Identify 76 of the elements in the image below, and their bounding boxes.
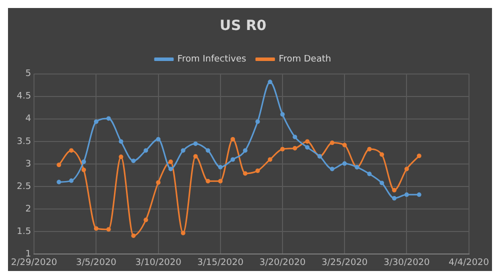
point: [305, 139, 310, 144]
point: [330, 166, 334, 172]
point: [367, 172, 372, 176]
point: [268, 157, 272, 162]
point: [255, 168, 260, 174]
point: [193, 141, 198, 146]
point: [342, 161, 347, 166]
point: [156, 180, 161, 185]
point: [305, 145, 310, 150]
point: [404, 192, 409, 197]
point: [131, 233, 136, 238]
point: [82, 168, 86, 172]
point: [94, 226, 98, 231]
y-tick-label: 3: [25, 159, 32, 170]
point: [69, 178, 74, 183]
y-tick-label: 3.5: [16, 136, 32, 147]
x-tick-label: 4/4/2020: [448, 258, 490, 268]
point: [404, 166, 409, 172]
point: [193, 154, 198, 159]
point: [392, 196, 397, 201]
y-tick-label: 1: [25, 250, 32, 260]
y-tick-label: 4.5: [16, 92, 32, 102]
legend-label: From Infectives: [177, 54, 246, 65]
point: [242, 171, 248, 176]
point: [118, 139, 124, 144]
point: [144, 148, 148, 153]
y-tick-label: 4: [25, 114, 32, 124]
x-tick-label: 3/20/2020: [259, 258, 306, 268]
point: [144, 218, 148, 222]
point: [292, 146, 298, 150]
x-tick-label: 3/25/2020: [322, 258, 368, 268]
point: [206, 148, 210, 153]
point: [367, 146, 372, 152]
point: [218, 178, 223, 184]
point: [380, 152, 384, 157]
point: [280, 146, 285, 152]
point: [82, 159, 86, 164]
point: [280, 112, 285, 117]
x-tick-label: 3/5/2020: [76, 258, 117, 268]
x-tick-label: 3/10/2020: [135, 258, 182, 268]
point: [342, 142, 347, 148]
point: [168, 166, 173, 172]
legend-label: From Death: [278, 54, 332, 65]
chart-title: US R0: [220, 18, 267, 34]
point: [292, 134, 298, 140]
point: [180, 230, 186, 236]
point: [56, 180, 62, 184]
point: [392, 188, 397, 192]
point: [380, 180, 384, 186]
point: [180, 148, 186, 153]
point: [106, 227, 111, 232]
point: [416, 192, 422, 197]
point: [156, 136, 161, 142]
point: [255, 119, 260, 124]
y-tick-label: 1.5: [16, 226, 32, 237]
y-tick-label: 2.5: [16, 182, 32, 192]
point: [106, 116, 111, 121]
y-tick-label: 5: [25, 69, 32, 80]
point: [94, 119, 98, 124]
point: [56, 162, 62, 168]
point: [230, 157, 236, 162]
point: [230, 136, 236, 142]
point: [168, 159, 173, 164]
point: [218, 164, 223, 170]
x-tick-label: 2/29/2020: [10, 258, 58, 268]
point: [242, 148, 248, 153]
x-tick-label: 3/30/2020: [384, 258, 430, 268]
point: [268, 80, 272, 84]
point: [416, 154, 422, 158]
x-tick-label: 3/15/2020: [197, 258, 244, 268]
point: [206, 178, 210, 184]
point: [131, 158, 136, 164]
point: [69, 148, 74, 153]
point: [330, 140, 334, 146]
point: [118, 154, 124, 160]
y-tick-label: 2: [25, 204, 32, 214]
